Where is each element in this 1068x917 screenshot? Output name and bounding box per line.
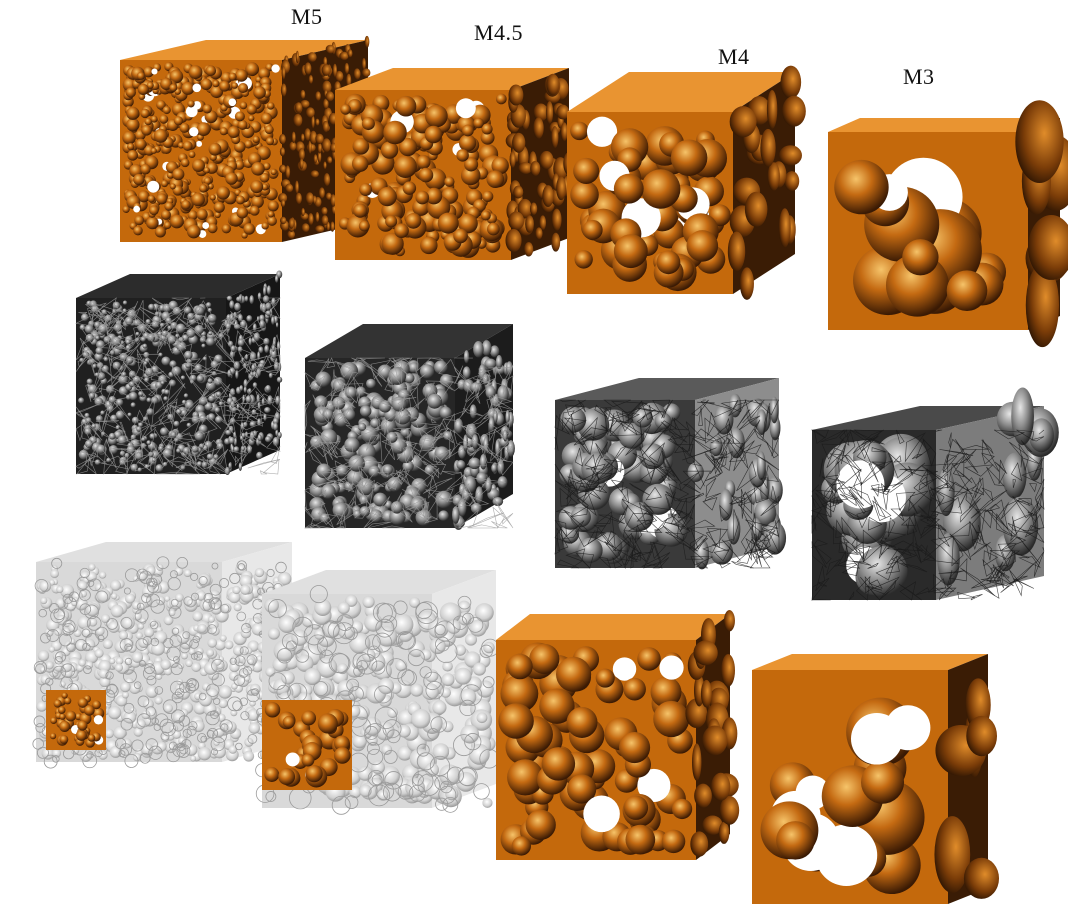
transparent-cube-2	[255, 570, 500, 815]
solid-cube-row3-2	[752, 654, 1000, 904]
solid-cube-2	[335, 68, 574, 260]
inset-solid-1	[46, 690, 106, 750]
mesh-cube-3	[554, 378, 787, 570]
mesh-cube-2	[303, 324, 515, 530]
label-m5: M5	[291, 4, 323, 29]
label-m4-5: M4.5	[474, 20, 524, 45]
label-m3: M3	[903, 64, 935, 89]
transparent-cube-1	[32, 542, 297, 769]
solid-cube-row3-1	[496, 610, 740, 860]
label-m4: M4	[718, 44, 750, 69]
solid-cube-3	[567, 65, 806, 300]
inset-solid-2	[262, 700, 352, 790]
mesh-cube-4	[810, 387, 1059, 601]
mesh-cube-1	[75, 270, 283, 476]
solid-cube-4	[828, 100, 1068, 348]
solid-cube-1	[120, 35, 371, 242]
